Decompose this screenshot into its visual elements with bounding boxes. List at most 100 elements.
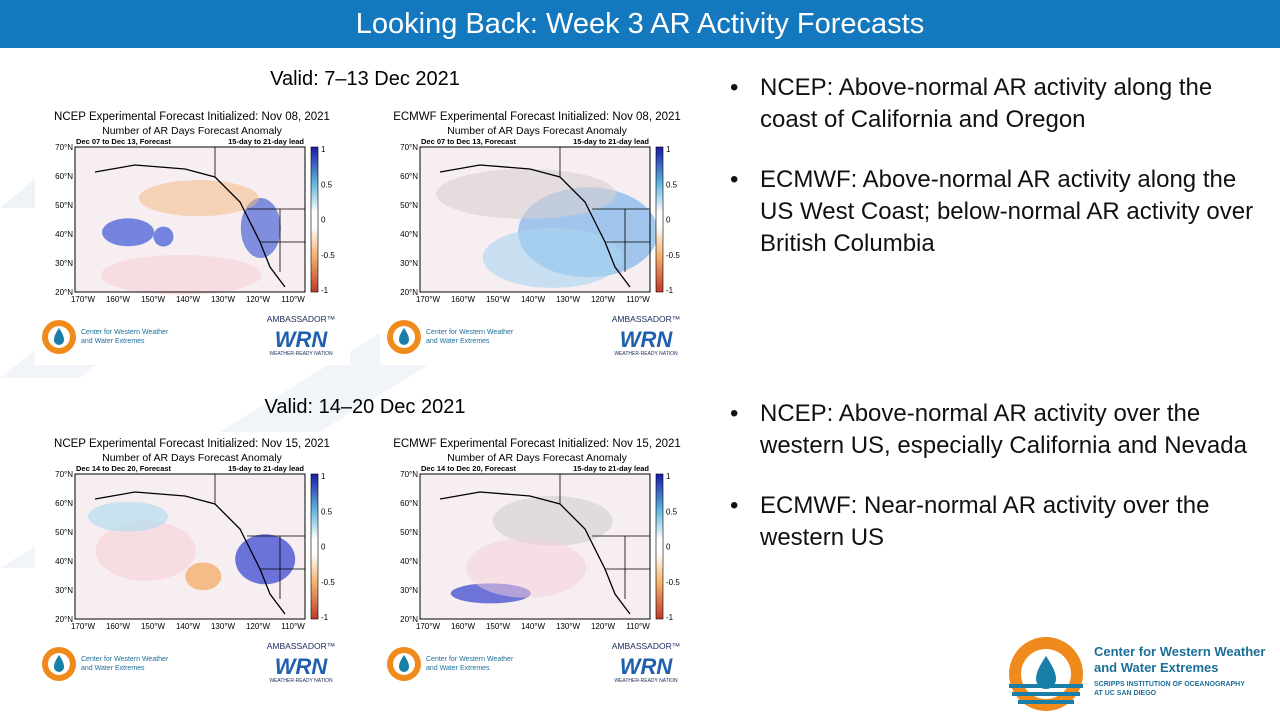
colorbar-tick-label: -0.5 (321, 251, 335, 260)
lon-label: 120°W (591, 622, 616, 631)
colorbar-tick-label: -1 (321, 613, 329, 622)
ambassador-text: AMBASSADOR™ (612, 314, 681, 324)
wrn-text: WRN (620, 654, 674, 679)
anomaly-area (482, 227, 623, 288)
logo-text: SCRIPPS INSTITUTION OF OCEANOGRAPHY (1094, 681, 1245, 688)
colorbar-tick-label: 0 (666, 543, 671, 552)
anomaly-area (102, 218, 155, 247)
colorbar-tick-label: -0.5 (666, 251, 680, 260)
lon-label: 110°W (626, 622, 650, 631)
lat-label: 20°N (400, 615, 418, 624)
map-lead: 15-day to 21-day lead (228, 137, 304, 146)
anomaly-area (235, 534, 296, 585)
colorbar-tick-label: 1 (666, 145, 671, 154)
map-title: Number of AR Days Forecast Anomaly (447, 125, 627, 137)
lon-label: 110°W (281, 295, 305, 304)
valid-label: Valid: 14–20 Dec 2021 (264, 396, 466, 418)
anomaly-area (101, 254, 262, 295)
anomaly-area (153, 226, 174, 247)
lon-label: 150°W (486, 295, 511, 304)
lat-label: 20°N (55, 615, 73, 624)
lon-label: 140°W (176, 622, 201, 631)
lon-label: 170°W (416, 295, 441, 304)
lon-label: 150°W (141, 295, 166, 304)
map-period: Dec 14 to Dec 20, Forecast (76, 464, 172, 473)
lon-label: 160°W (106, 622, 131, 631)
borders (214, 147, 305, 272)
lon-label: 130°W (556, 622, 581, 631)
lon-label: 170°W (71, 622, 96, 631)
lon-label: 140°W (176, 295, 201, 304)
nation-text: WEATHER-READY NATION (614, 351, 678, 357)
coastline (94, 164, 286, 288)
logo-text: AT UC SAN DIEGO (1094, 690, 1157, 697)
lon-label: 110°W (626, 295, 650, 304)
forecast-panel: NCEP Experimental Forecast Initialized: … (35, 105, 350, 365)
ambassador-text: AMBASSADOR™ (612, 641, 681, 651)
lon-label: 170°W (416, 622, 441, 631)
panel-heading: ECMWF Experimental Forecast Initialized:… (393, 111, 681, 123)
lat-label: 50°N (400, 201, 418, 210)
anomaly-area (88, 501, 169, 532)
panel-heading: NCEP Experimental Forecast Initialized: … (54, 438, 330, 450)
logo-text: and Water Extremes (81, 665, 145, 672)
coastline (439, 164, 631, 288)
lat-label: 30°N (55, 586, 73, 595)
map-lead: 15-day to 21-day lead (573, 137, 649, 146)
map-period: Dec 07 to Dec 13, Forecast (421, 137, 517, 146)
map-frame (419, 473, 651, 620)
slide-title: Looking Back: Week 3 AR Activity Forecas… (0, 0, 1280, 48)
panel-heading: NCEP Experimental Forecast Initialized: … (54, 111, 330, 123)
lon-label: 130°W (211, 295, 236, 304)
lat-label: 60°N (400, 499, 418, 508)
bullet-list: NCEP: Above-normal AR activity over the … (730, 398, 1270, 582)
colorbar-tick-label: -0.5 (321, 578, 335, 587)
logo-text: and Water Extremes (426, 665, 490, 672)
anomaly-area (138, 180, 259, 217)
borders (559, 474, 650, 599)
lon-label: 160°W (451, 295, 476, 304)
wrn-text: WRN (275, 327, 329, 352)
logo-drop (399, 328, 409, 345)
colorbar-tick-label: 0.5 (666, 180, 678, 189)
lat-label: 50°N (400, 528, 418, 537)
colorbar-tick-label: -1 (666, 286, 674, 295)
logo-drop (399, 655, 409, 672)
colorbar-tick-label: 0.5 (666, 507, 678, 516)
lat-label: 60°N (55, 172, 73, 181)
map-lead: 15-day to 21-day lead (228, 464, 304, 473)
lon-label: 110°W (281, 622, 305, 631)
lon-label: 150°W (141, 622, 166, 631)
colorbar-tick-label: 0 (666, 216, 671, 225)
lat-label: 70°N (400, 143, 418, 152)
forecast-map: ECMWF Experimental Forecast Initialized:… (387, 111, 681, 357)
logo-drop (54, 328, 64, 345)
lon-label: 170°W (71, 295, 96, 304)
map-title: Number of AR Days Forecast Anomaly (447, 452, 627, 464)
colorbar (655, 473, 664, 620)
lat-label: 60°N (400, 172, 418, 181)
nation-text: WEATHER-READY NATION (614, 678, 678, 684)
logo-text: and Water Extremes (1094, 660, 1219, 675)
colorbar (310, 473, 319, 620)
lon-label: 120°W (246, 295, 271, 304)
valid-label: Valid: 7–13 Dec 2021 (270, 68, 460, 90)
map-period: Dec 07 to Dec 13, Forecast (76, 137, 172, 146)
colorbar-tick-label: 0.5 (321, 507, 333, 516)
logo-text: Center for Western Weather (81, 656, 169, 663)
lat-label: 30°N (55, 259, 73, 268)
map-period: Dec 14 to Dec 20, Forecast (421, 464, 517, 473)
lon-label: 140°W (521, 295, 546, 304)
forecast-panel: NCEP Experimental Forecast Initialized: … (35, 432, 350, 692)
colorbar-tick-label: -0.5 (666, 578, 680, 587)
lat-label: 70°N (400, 470, 418, 479)
forecast-panel: ECMWF Experimental Forecast Initialized:… (380, 105, 695, 365)
logo-text: Center for Western Weather (81, 329, 169, 336)
map-title: Number of AR Days Forecast Anomaly (102, 452, 282, 464)
footer-logo: Center for Western Weather and Water Ext… (1009, 637, 1265, 711)
logo-text: Center for Western Weather (1094, 644, 1265, 659)
colorbar-tick-label: 0.5 (321, 180, 333, 189)
ambassador-text: AMBASSADOR™ (267, 641, 336, 651)
nation-text: WEATHER-READY NATION (269, 351, 333, 357)
